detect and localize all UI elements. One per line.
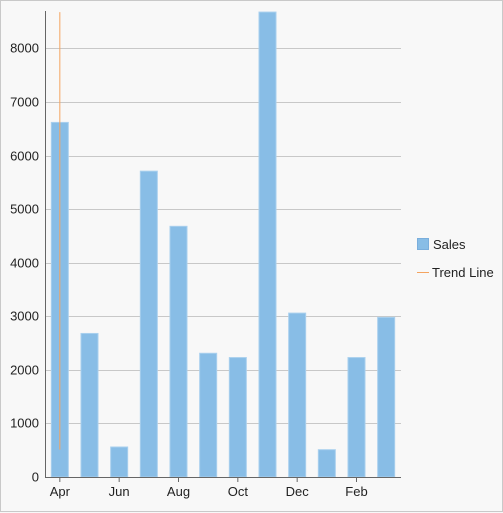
trend-swatch xyxy=(417,271,429,273)
axis-layer xyxy=(45,11,401,482)
bar-oct xyxy=(228,357,247,478)
legend-sales-label: Sales xyxy=(433,236,466,252)
y-tick-label: 7000 xyxy=(10,95,39,110)
bar-nov xyxy=(258,11,277,478)
legend-item-trend[interactable]: Trend Line xyxy=(417,258,494,286)
x-tick-label: Jun xyxy=(109,484,130,499)
legend: Sales Trend Line xyxy=(417,230,494,286)
bar-sep xyxy=(199,352,218,478)
bar-dec xyxy=(288,312,307,478)
legend-item-sales[interactable]: Sales xyxy=(417,230,494,258)
bar-feb xyxy=(347,357,366,478)
label-layer: 0 1000 2000 3000 4000 5000 6000 7000 8000 Apr Jun A… xyxy=(10,41,368,500)
y-tick-label: 4000 xyxy=(10,256,39,271)
x-tick-label: Feb xyxy=(345,484,367,499)
y-tick-label: 0 xyxy=(32,470,39,485)
bar-aug xyxy=(169,225,188,478)
bar-may xyxy=(80,332,99,478)
y-tick-label: 2000 xyxy=(10,363,39,378)
x-tick-label: Aug xyxy=(167,484,190,499)
bar-jan xyxy=(317,449,336,478)
x-tick-label: Oct xyxy=(228,484,249,499)
y-tick-label: 1000 xyxy=(10,416,39,431)
y-tick-label: 3000 xyxy=(10,309,39,324)
bar-jun xyxy=(110,446,129,478)
grid-layer xyxy=(45,48,401,424)
x-tick-label: Dec xyxy=(286,484,310,499)
x-tick-label: Apr xyxy=(50,484,71,499)
bar-jul xyxy=(139,170,158,478)
bar-layer xyxy=(50,11,396,478)
y-tick-label: 6000 xyxy=(10,149,39,164)
y-tick-label: 5000 xyxy=(10,202,39,217)
sales-swatch xyxy=(417,238,429,250)
bar-mar xyxy=(377,316,396,478)
legend-trend-label: Trend Line xyxy=(432,264,494,280)
y-tick-label: 8000 xyxy=(10,41,39,56)
